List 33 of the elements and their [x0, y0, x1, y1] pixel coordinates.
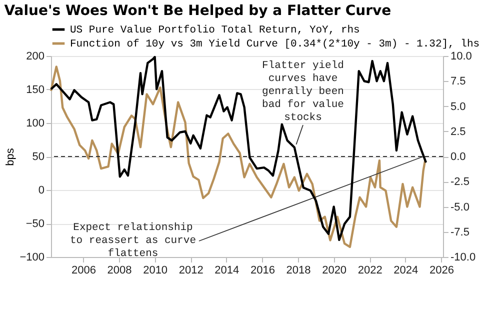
x-tick-label: 2016 [250, 264, 275, 276]
y2-tick-label: 7.5 [450, 76, 466, 88]
x-tick-label: 2006 [71, 264, 96, 276]
x-tick-label: 2024 [394, 264, 418, 276]
legend-label: US Pure Value Portfolio Total Return, YoY, rhs [70, 24, 360, 36]
x-tick-label: 2012 [178, 264, 204, 276]
y-tick-label: 200 [26, 50, 44, 62]
y-tick-label: −50 [26, 218, 44, 230]
x-tick-label: 2010 [143, 264, 168, 276]
x-tick-label: 2014 [214, 264, 240, 276]
x-tick-label: 2026 [429, 264, 454, 276]
x-tick-label: 2008 [107, 264, 132, 276]
y-tick-label: 0 [38, 184, 44, 196]
annotation: Expect relationship to reassert as curve flattens [70, 222, 196, 260]
y2-tick-label: -2.5 [450, 176, 470, 188]
y-tick-label: 100 [26, 118, 44, 130]
y-tick-label: −100 [20, 252, 44, 264]
x-tick-label: 2022 [358, 264, 382, 276]
chart-title: Value's Woes Won't Be Helped by a Flatter Curve [4, 3, 392, 19]
legend-label: Function of 10y vs 3m Yield Curve [0.34*(2*10y - 3m) - 1.32], lhs [70, 38, 480, 50]
annotation: Flatter yield curves have genrally been bad for value stocks [262, 60, 344, 124]
y-tick-label: 50 [32, 151, 44, 163]
x-tick-label: 2020 [322, 264, 347, 276]
x-tick-label: 2018 [286, 264, 311, 276]
y2-tick-label: -10.0 [450, 252, 476, 264]
y2-tick-label: -5.0 [450, 201, 470, 214]
y2-tick-label: -7.5 [450, 226, 470, 238]
y2-tick-label: 5.0 [450, 100, 466, 113]
y2-tick-label: 2.5 [450, 126, 466, 138]
y2-tick-label: 0.0 [450, 151, 466, 163]
y-tick-label: 150 [26, 84, 44, 96]
y2-tick-label: 10.0 [450, 50, 472, 62]
y-axis-title: bps [4, 148, 17, 166]
